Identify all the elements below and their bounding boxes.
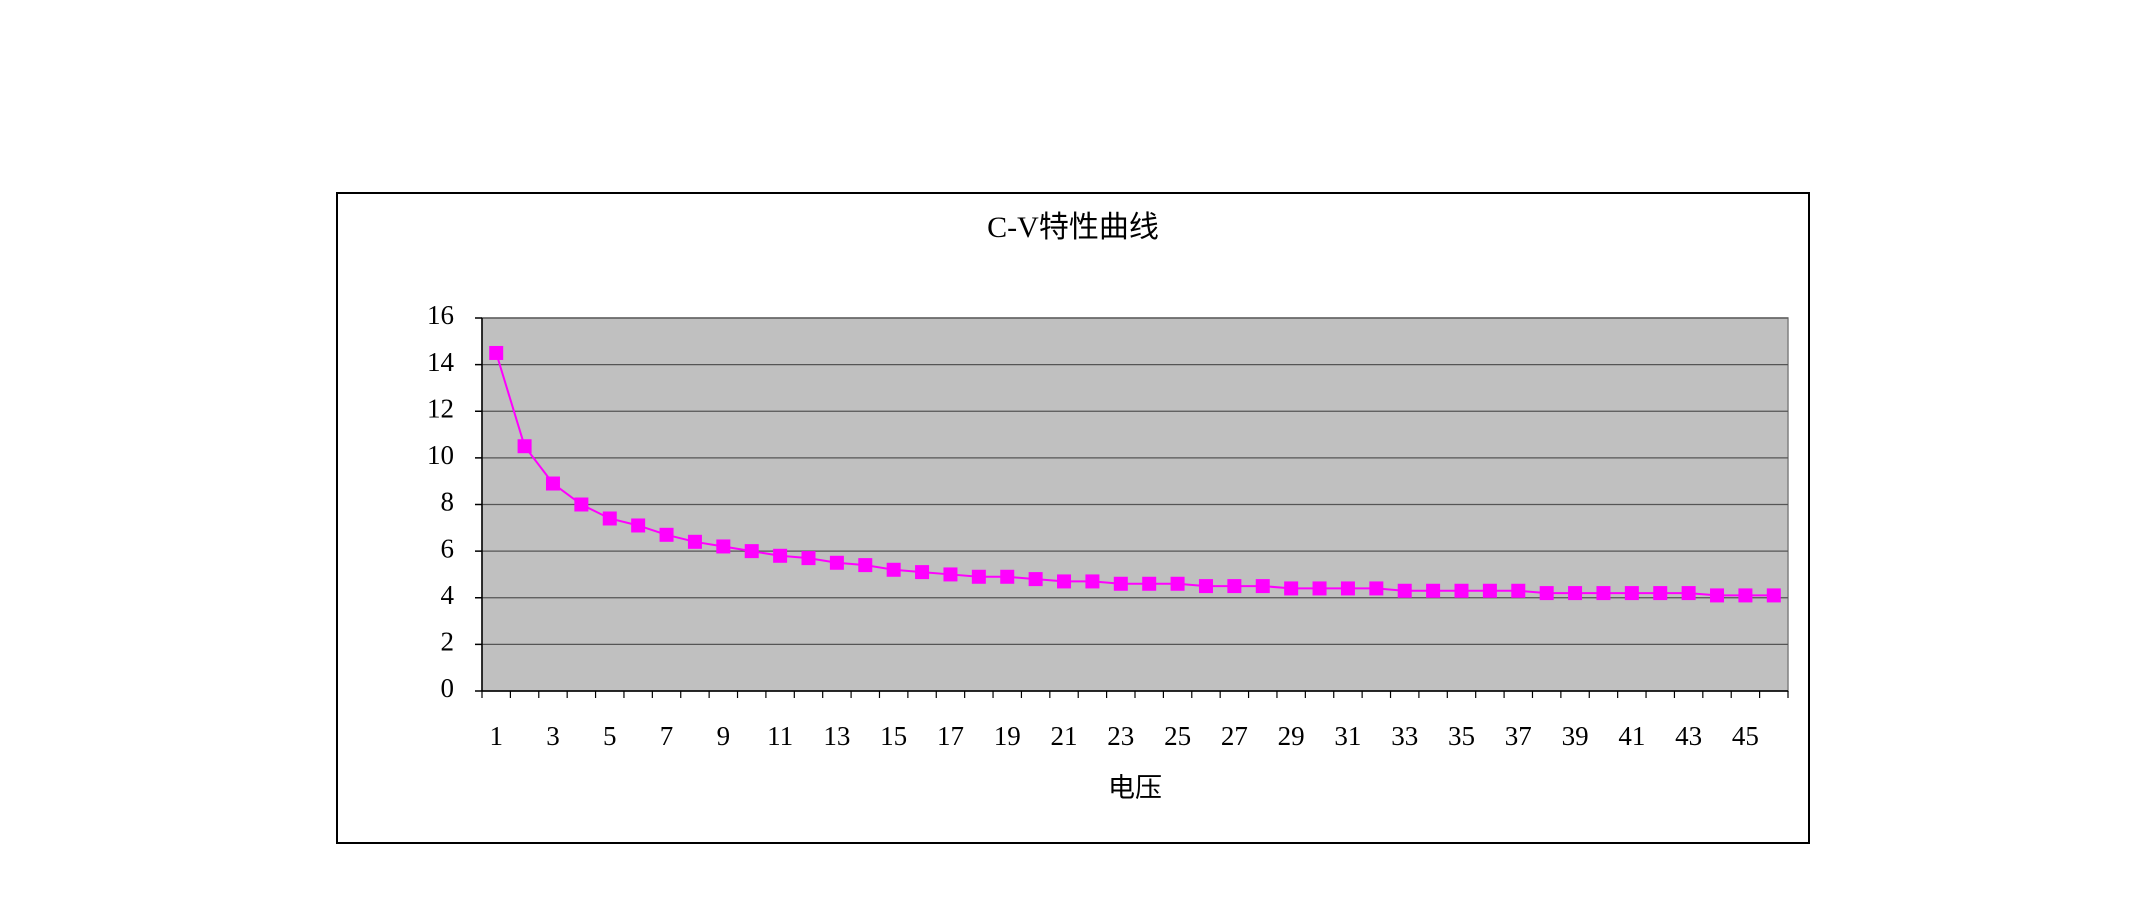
x-tick-label: 19 [994, 721, 1021, 751]
x-tick-label: 25 [1164, 721, 1191, 751]
y-tick-label: 10 [427, 440, 454, 470]
marker [716, 539, 731, 554]
x-tick-label: 5 [603, 721, 617, 751]
marker [1568, 586, 1583, 601]
chart-title: C-V特性曲线 [987, 211, 1159, 244]
x-tick-label: 7 [660, 721, 674, 751]
marker [886, 562, 901, 577]
marker [1710, 588, 1725, 603]
y-tick-label: 0 [441, 673, 455, 703]
marker [1454, 583, 1469, 598]
marker [1142, 576, 1157, 591]
marker [1198, 579, 1213, 594]
y-tick-label: 2 [441, 627, 455, 657]
y-tick-label: 8 [441, 487, 455, 517]
marker [1340, 581, 1355, 596]
marker [1397, 583, 1412, 598]
marker [1681, 586, 1696, 601]
x-tick-label: 1 [489, 721, 503, 751]
marker [631, 518, 646, 533]
x-tick-label: 23 [1107, 721, 1134, 751]
marker [1255, 579, 1270, 594]
x-tick-label: 35 [1448, 721, 1475, 751]
x-tick-label: 15 [880, 721, 907, 751]
marker [744, 544, 759, 559]
y-tick-label: 14 [427, 347, 455, 377]
x-tick-label: 31 [1334, 721, 1361, 751]
marker [1113, 576, 1128, 591]
y-tick-label: 12 [427, 393, 454, 423]
marker [1227, 579, 1242, 594]
x-tick-label: 29 [1278, 721, 1305, 751]
marker [943, 567, 958, 582]
marker [1766, 588, 1781, 603]
x-tick-label: 43 [1675, 721, 1702, 751]
marker [1369, 581, 1384, 596]
y-tick-label: 6 [441, 533, 455, 563]
marker [1738, 588, 1753, 603]
x-tick-label: 17 [937, 721, 964, 751]
marker [915, 565, 930, 580]
marker [1653, 586, 1668, 601]
x-tick-label: 27 [1221, 721, 1248, 751]
marker [1482, 583, 1497, 598]
x-tick-label: 39 [1562, 721, 1589, 751]
x-tick-label: 9 [717, 721, 731, 751]
marker [773, 548, 788, 563]
y-tick-label: 4 [441, 580, 455, 610]
marker [858, 558, 873, 573]
marker [545, 476, 560, 491]
x-tick-label: 13 [823, 721, 850, 751]
y-tick-label: 16 [427, 300, 454, 330]
x-tick-label: 21 [1051, 721, 1078, 751]
marker [1170, 576, 1185, 591]
x-axis-title: 电压 [1108, 773, 1162, 803]
x-tick-label: 37 [1505, 721, 1532, 751]
marker [489, 345, 504, 360]
series-line [495, 352, 1774, 597]
marker [1312, 581, 1327, 596]
marker [1028, 572, 1043, 587]
x-tick-label: 3 [546, 721, 560, 751]
marker [1057, 574, 1072, 589]
marker [574, 497, 589, 512]
marker [1511, 583, 1526, 598]
marker [829, 555, 844, 570]
marker [971, 569, 986, 584]
x-tick-label: 45 [1732, 721, 1759, 751]
marker [602, 511, 617, 526]
marker [659, 527, 674, 542]
x-tick-label: 41 [1618, 721, 1645, 751]
marker [801, 551, 816, 566]
marker [1000, 569, 1015, 584]
marker [1539, 586, 1554, 601]
marker [1596, 586, 1611, 601]
marker [1624, 586, 1639, 601]
x-tick-label: 11 [767, 721, 793, 751]
x-tick-label: 33 [1391, 721, 1418, 751]
marker [1085, 574, 1100, 589]
marker [687, 534, 702, 549]
marker [1426, 583, 1441, 598]
marker [1284, 581, 1299, 596]
marker [517, 439, 532, 454]
